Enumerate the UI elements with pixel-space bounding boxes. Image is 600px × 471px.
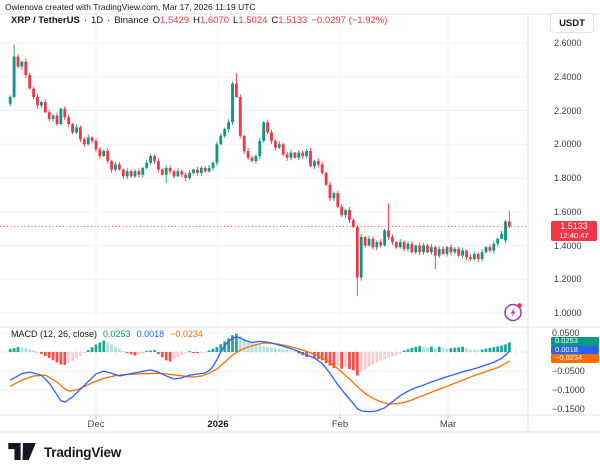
price-tick-label: 1.8000 [554,173,582,183]
legend-separator: · [107,15,111,26]
macd-hist-value: 0.0253 [103,329,131,339]
macd-line-value: 0.0018 [136,329,165,339]
price-tick-label: 1.0000 [554,308,582,318]
macd-legend[interactable]: MACD (12, 26, close) 0.0253 0.0018 −0.02… [11,329,203,339]
macd-line-badge: 0.0018 [551,345,599,355]
macd-signal-badge: −0.0234 [551,354,599,363]
tradingview-mark-icon [8,443,36,461]
bar-countdown: 12:40:47 [559,231,589,240]
last-price-badge: 1.5133 12:40:47 [551,221,597,241]
instant-trading-button[interactable] [502,301,524,323]
ohlc-high: H1.6070 [193,15,230,26]
interval-label: 1D [90,15,104,26]
price-tick-label: 2.0000 [554,139,582,150]
macd-signal-value: −0.0234 [170,329,203,339]
separators-layer [0,13,600,433]
change-label: −0.0297 (−1.92%) [311,15,388,26]
tradingview-wordmark: TradingView [44,444,122,460]
symbol-title: XRP / TetherUS [11,15,80,26]
macd-title: MACD (12, 26, close) [11,329,98,339]
time-tick-label: 2026 [207,419,229,430]
time-tick-label: Mar [439,419,457,430]
currency-button[interactable]: USDT [550,13,594,33]
tradingview-logo[interactable]: TradingView [8,443,121,461]
macd-tick-label: 0.0500 [552,328,580,338]
macd-tick-label: −0.0500 [552,366,585,376]
exchange-label: Binance [114,15,149,26]
ohlc-close: C1.5133 [271,15,308,26]
macd-tick-label: −0.1500 [552,404,585,414]
ohlc-open: O1.5429 [152,15,190,26]
lightning-icon [504,303,522,322]
macd-tick-label: −0.1000 [552,385,585,395]
macd-histogram-layer [8,333,511,376]
macd-line [9,336,510,413]
signal-line [9,342,510,405]
last-price-value: 1.5133 [560,221,588,231]
notification-dot [517,303,522,308]
price-tick-label: 2.4000 [554,71,582,82]
macd-hist-badge: 0.0253 [551,336,599,346]
price-tick-label: 1.6000 [554,206,582,217]
price-tick-label: 2.6000 [554,38,582,48]
legend-separator: · [83,15,87,26]
ohlc-low: L1.5024 [233,15,268,26]
price-tick-label: 2.2000 [554,105,582,116]
price-tick-label: 1.2000 [554,274,582,285]
time-tick-label: Feb [331,419,349,430]
time-tick-label: Dec [87,419,105,430]
attribution-text: Owienova created with TradingView.com, M… [5,2,256,12]
symbol-legend[interactable]: XRP / TetherUS · 1D · Binance O1.5429 H1… [11,15,387,26]
price-tick-label: 1.4000 [554,240,582,251]
candles-layer [8,44,511,297]
